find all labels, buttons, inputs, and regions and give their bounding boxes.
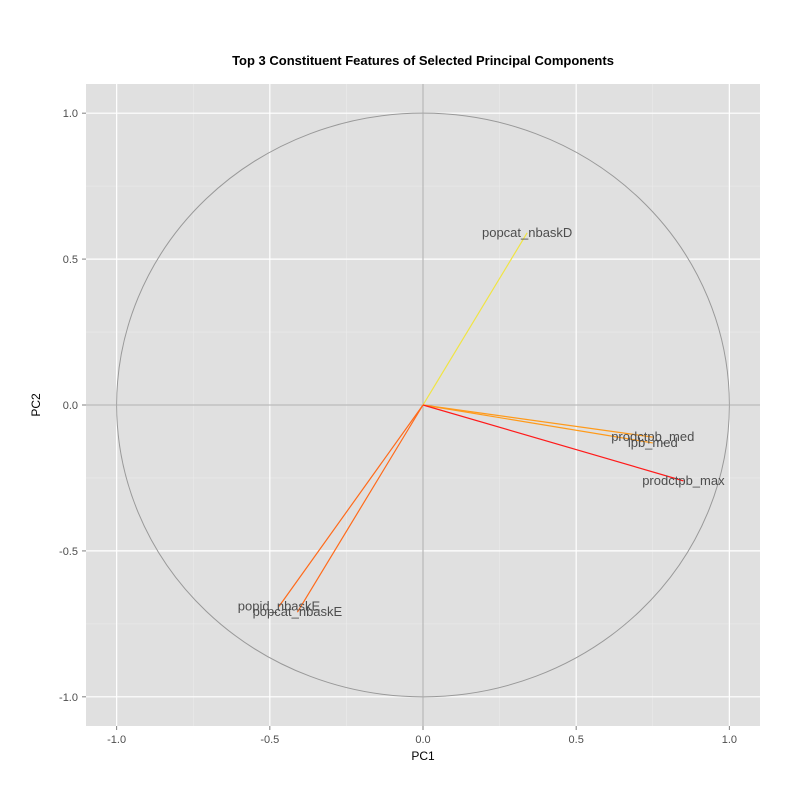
x-tick-label: -0.5 [260,734,279,746]
tick-labels: -1.0 -0.5 0.0 0.5 1.0 -1.0 -0.5 0.0 0.5 1.0 [59,108,737,746]
vector-label-prodctpb_med: prodctpb_med [611,429,694,444]
y-tick-label: -1.0 [59,692,78,704]
x-axis-title: PC1 [411,749,435,763]
vector-popcat_nbaskE [296,404,424,613]
loading-vectors [278,232,684,613]
x-tick-label: 0.0 [415,734,430,746]
vector-lpb_med [422,404,653,444]
vector-label-lpb_med: lpb_med [628,435,678,450]
vector-prodctpb_max [422,404,684,482]
vector-label-prodctpb_max: prodctpb_max [642,473,725,488]
vector-label-popcat_nbaskE: popcat_nbaskE [253,604,343,619]
x-tick-label: 0.5 [569,734,584,746]
y-tick-label: 0.5 [63,254,78,266]
y-axis-title: PC2 [29,393,43,417]
y-tick-label: 1.0 [63,108,78,120]
vector-popid_nbaskE [278,404,424,607]
x-tick-label: 1.0 [722,734,737,746]
vector-label-popid_nbaskE: popid_nbaskE [238,598,321,613]
chart-title: Top 3 Constituent Features of Selected P… [232,53,614,68]
x-tick-label: -1.0 [107,734,126,746]
vector-popcat_nbaskD [422,232,528,406]
y-tick-label: 0.0 [63,400,78,412]
vector-prodctpb_med [422,404,653,438]
vector-label-popcat_nbaskD: popcat_nbaskD [482,225,572,240]
y-tick-label: -0.5 [59,546,78,558]
